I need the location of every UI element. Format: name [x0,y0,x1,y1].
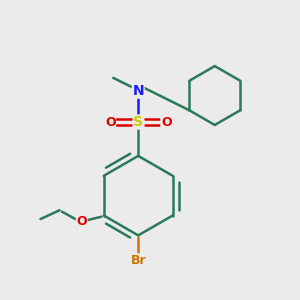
Text: O: O [161,116,172,128]
Text: O: O [76,215,87,228]
Text: N: N [132,84,144,98]
Text: O: O [105,116,116,128]
Text: S: S [133,115,143,129]
Text: Br: Br [130,254,146,267]
